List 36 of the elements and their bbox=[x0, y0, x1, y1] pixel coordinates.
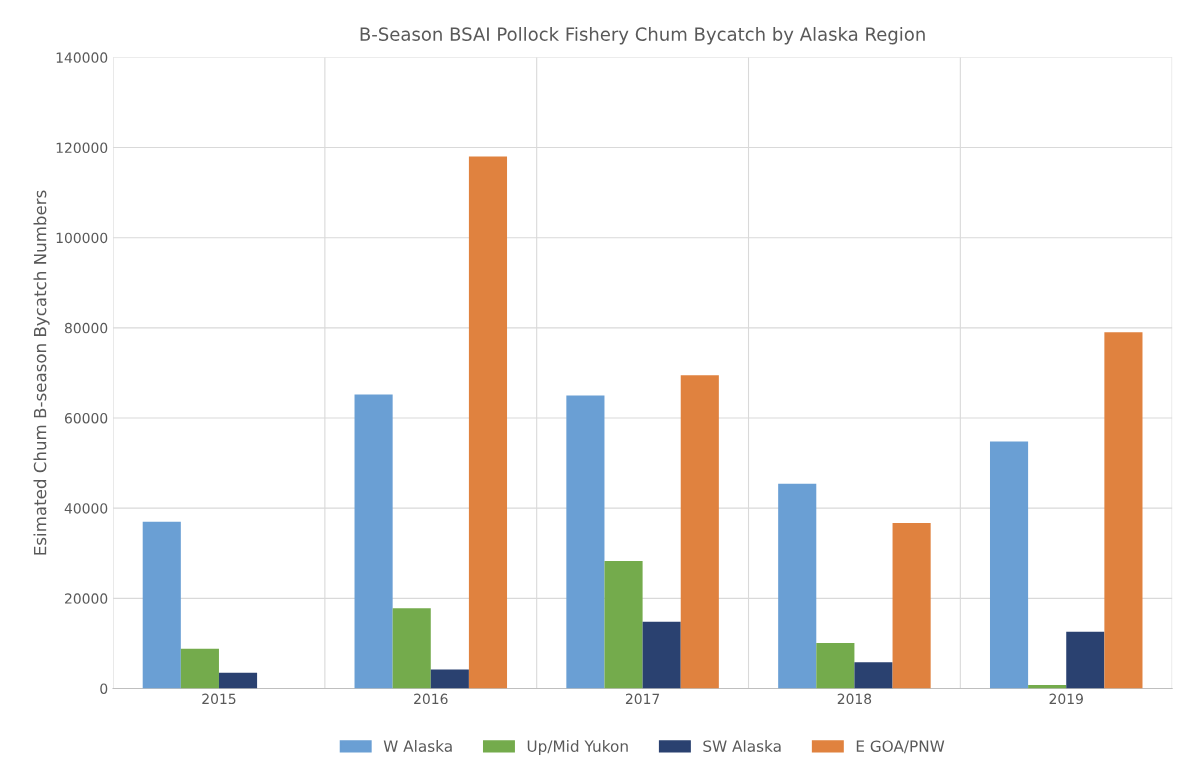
x-tick-label: 2017 bbox=[625, 693, 660, 705]
y-axis-title: Esimated Chum B-season Bycatch Numbers bbox=[33, 190, 50, 555]
x-tick-label: 2018 bbox=[837, 693, 872, 705]
y-tick-label: 80000 bbox=[64, 322, 108, 334]
bar bbox=[816, 642, 855, 689]
bar bbox=[680, 375, 719, 689]
legend-label: E GOA/PNW bbox=[856, 740, 945, 754]
bar bbox=[142, 521, 181, 689]
bar bbox=[854, 662, 893, 689]
legend-label: Up/Mid Yukon bbox=[527, 740, 628, 755]
bar bbox=[468, 156, 508, 689]
y-tick-label: 60000 bbox=[64, 412, 108, 424]
bar bbox=[1104, 332, 1143, 689]
bar bbox=[604, 560, 643, 689]
y-tick-label: 0 bbox=[100, 683, 108, 694]
bar bbox=[430, 669, 469, 689]
y-tick-label: 100000 bbox=[56, 232, 108, 244]
bar bbox=[1066, 631, 1105, 689]
legend-label: W Alaska bbox=[383, 740, 452, 752]
chart-title: B-Season BSAI Pollock Fishery Chum Bycatch by Alaska Region bbox=[360, 26, 925, 45]
bar bbox=[892, 523, 931, 689]
bar bbox=[392, 608, 431, 689]
legend-label: SW Alaska bbox=[703, 740, 781, 752]
x-tick-label: 2019 bbox=[1049, 693, 1083, 705]
bar bbox=[180, 648, 219, 689]
x-tick-label: 2016 bbox=[414, 693, 448, 705]
bar bbox=[218, 672, 258, 689]
bar bbox=[354, 394, 393, 689]
bar bbox=[778, 483, 817, 689]
bar bbox=[566, 395, 605, 689]
x-tick-label: 2015 bbox=[202, 693, 236, 705]
y-tick-label: 120000 bbox=[56, 142, 108, 154]
y-tick-label: 40000 bbox=[64, 503, 108, 514]
y-tick-label: 140000 bbox=[56, 52, 108, 63]
y-tick-label: 20000 bbox=[65, 593, 108, 604]
bar bbox=[642, 621, 681, 689]
